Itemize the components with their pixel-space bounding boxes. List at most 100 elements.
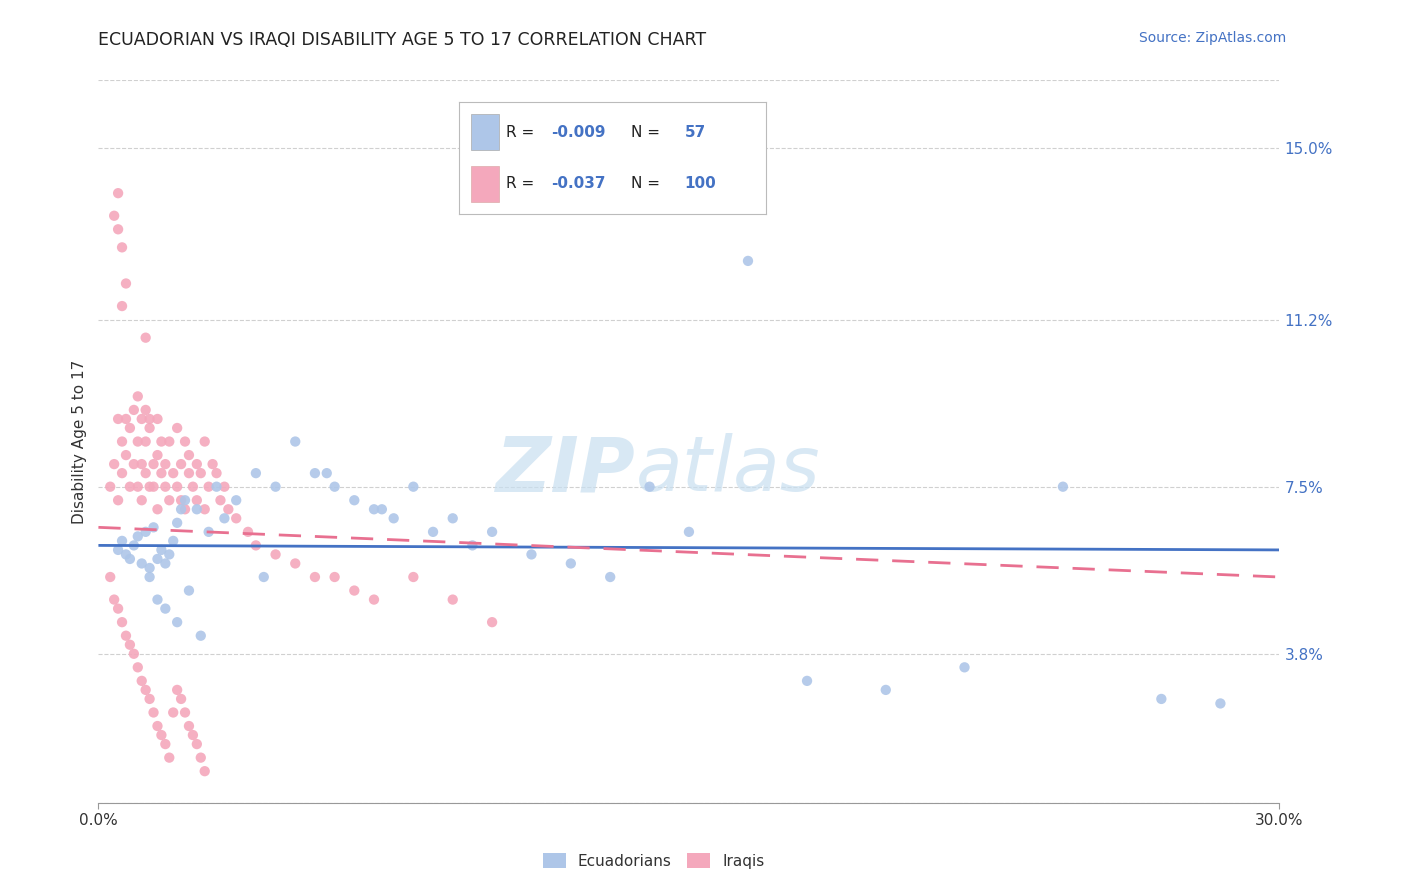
Text: atlas: atlas [636,434,820,508]
Point [166,615,188,630]
Point [315,466,337,480]
Point [107,542,129,557]
Point [103,209,125,223]
Point [157,548,180,562]
Point [111,533,134,548]
Point [264,548,287,562]
Point [402,480,425,494]
Point [142,706,165,720]
Point [155,737,177,751]
Point [138,480,160,494]
Point [323,480,346,494]
Point [138,570,160,584]
Point [323,570,346,584]
Point [343,583,366,598]
Point [107,493,129,508]
Point [363,502,385,516]
Point [953,660,976,674]
Point [115,548,138,562]
Point [214,511,236,525]
Point [115,412,138,426]
Point [201,457,224,471]
Point [131,457,153,471]
Point [98,570,121,584]
Point [422,524,444,539]
Point [1209,697,1232,711]
Point [520,548,543,562]
Point [146,502,169,516]
Point [142,480,165,494]
Point [111,434,134,449]
Point [118,552,141,566]
Point [157,750,180,764]
Point [135,466,157,480]
Point [402,570,425,584]
Point [186,502,208,516]
Point [138,412,160,426]
Point [146,592,169,607]
Point [122,403,145,417]
Point [162,706,184,720]
Point [186,737,208,751]
Point [181,480,204,494]
Point [127,529,149,543]
Point [174,706,197,720]
Point [131,673,153,688]
Point [174,493,197,508]
Point [162,533,184,548]
Point [142,457,165,471]
Point [284,434,307,449]
Point [155,601,177,615]
Point [170,692,193,706]
Point [170,493,193,508]
Point [481,615,503,630]
Point [157,434,180,449]
Point [166,421,188,435]
Point [103,457,125,471]
Point [382,511,405,525]
Point [127,434,149,449]
Point [155,480,177,494]
Point [197,480,219,494]
Point [304,570,326,584]
Point [131,412,153,426]
Point [146,552,169,566]
Point [115,277,138,291]
Point [181,728,204,742]
Point [111,615,134,630]
Point [441,511,464,525]
Point [253,570,276,584]
Point [98,480,121,494]
Point [127,660,149,674]
Point [131,557,153,571]
Point [214,480,236,494]
Point [118,480,141,494]
Point [304,466,326,480]
Point [107,601,129,615]
Y-axis label: Disability Age 5 to 17: Disability Age 5 to 17 [72,359,87,524]
Point [150,728,173,742]
Point [245,538,267,552]
Point [186,493,208,508]
Point [638,480,661,494]
Point [209,493,232,508]
Point [138,421,160,435]
Point [135,682,157,697]
Point [205,480,228,494]
Point [118,421,141,435]
Point [1052,480,1074,494]
Point [107,412,129,426]
Text: Source: ZipAtlas.com: Source: ZipAtlas.com [1139,31,1286,45]
Point [481,524,503,539]
Point [131,493,153,508]
Point [135,403,157,417]
Point [122,538,145,552]
Point [217,502,239,516]
Point [146,719,169,733]
Point [560,557,582,571]
Point [737,253,759,268]
Point [441,592,464,607]
Point [190,629,212,643]
Point [177,719,200,733]
Point [138,692,160,706]
